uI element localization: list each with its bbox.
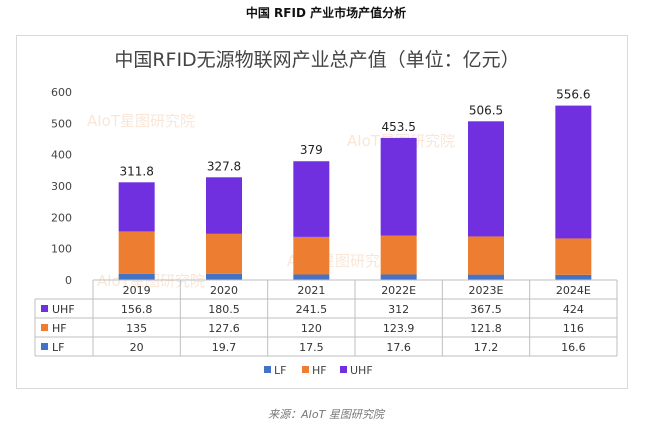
bar-hf: [380, 235, 417, 275]
table-cell: 121.8: [470, 322, 502, 335]
chart-frame: AIoT星图研究院AIoT星图研究院AIoT星图研究院AIoT星图研究院 中国R…: [16, 35, 628, 389]
table-legend-swatch: [41, 305, 48, 312]
x-tick-label: 2019: [123, 284, 151, 297]
table-row-label: LF: [52, 341, 64, 354]
table-cell: 135: [126, 322, 147, 335]
table-cell: 156.8: [121, 303, 153, 316]
x-tick-label: 2024E: [556, 284, 591, 297]
table-row-label: UHF: [52, 303, 75, 316]
y-tick-label: 300: [51, 180, 72, 193]
y-tick-label: 200: [51, 211, 72, 224]
legend-label: UHF: [350, 364, 373, 377]
bar-uhf: [293, 161, 330, 237]
table-cell: 127.6: [208, 322, 240, 335]
legend-label: HF: [312, 364, 327, 377]
table-cell: 312: [388, 303, 409, 316]
bar-lf: [118, 273, 155, 280]
bar-hf: [468, 236, 504, 275]
table-cell: 17.6: [386, 341, 411, 354]
table-cell: 19.7: [212, 341, 237, 354]
bar-uhf: [555, 105, 592, 239]
table-cell: 17.5: [299, 341, 324, 354]
y-tick-label: 500: [51, 117, 72, 130]
table-cell: 123.9: [383, 322, 415, 335]
stacked-bar-chart: AIoT星图研究院AIoT星图研究院AIoT星图研究院AIoT星图研究院 中国R…: [34, 49, 618, 377]
table-cell: 17.2: [474, 341, 499, 354]
y-tick-label: 100: [51, 243, 72, 256]
table-legend-swatch: [41, 343, 48, 350]
total-label: 556.6: [556, 88, 590, 102]
bar-uhf: [206, 177, 242, 234]
table-row-label: HF: [52, 322, 67, 335]
table-cell: 16.6: [561, 341, 586, 354]
x-tick-label: 2020: [210, 284, 238, 297]
table-cell: 20: [130, 341, 144, 354]
bar-lf: [555, 274, 592, 280]
bar-uhf: [118, 182, 155, 232]
table-cell: 367.5: [470, 303, 502, 316]
y-tick-label: 0: [65, 274, 72, 287]
x-tick-label: 2021: [297, 284, 325, 297]
total-label: 311.8: [119, 164, 153, 178]
x-tick-label: 2022E: [381, 284, 416, 297]
table-cell: 180.5: [208, 303, 240, 316]
table-cell: 120: [301, 322, 322, 335]
watermark-text: AIoT星图研究院: [87, 112, 195, 130]
legend-label: LF: [274, 364, 286, 377]
total-label: 453.5: [381, 120, 415, 134]
bar-lf: [293, 274, 330, 280]
bar-uhf: [468, 121, 504, 237]
bar-uhf: [380, 137, 417, 236]
bar-lf: [380, 274, 417, 280]
x-tick-label: 2023E: [469, 284, 504, 297]
table-cell: 241.5: [296, 303, 328, 316]
total-label: 506.5: [469, 103, 503, 117]
page-title: 中国 RFID 产业市场产值分析: [245, 6, 407, 20]
bar-hf: [118, 231, 155, 274]
legend-swatch-lf: [264, 366, 271, 373]
legend-swatch-uhf: [340, 366, 347, 373]
y-tick-label: 600: [51, 86, 72, 99]
bar-hf: [206, 233, 242, 274]
table-legend-swatch: [41, 324, 48, 331]
total-label: 379: [300, 143, 323, 157]
bar-lf: [468, 274, 504, 280]
table-cell: 116: [563, 322, 584, 335]
chart-title: 中国RFID无源物联网产业总产值（单位：亿元）: [114, 49, 519, 71]
bar-lf: [206, 273, 242, 280]
table-cell: 424: [563, 303, 584, 316]
legend-swatch-hf: [302, 366, 309, 373]
bar-hf: [293, 236, 330, 275]
bar-hf: [555, 238, 592, 275]
total-label: 327.8: [207, 159, 241, 173]
source-note: 来源：AIoT 星图研究院: [268, 408, 384, 421]
y-tick-label: 400: [51, 149, 72, 162]
